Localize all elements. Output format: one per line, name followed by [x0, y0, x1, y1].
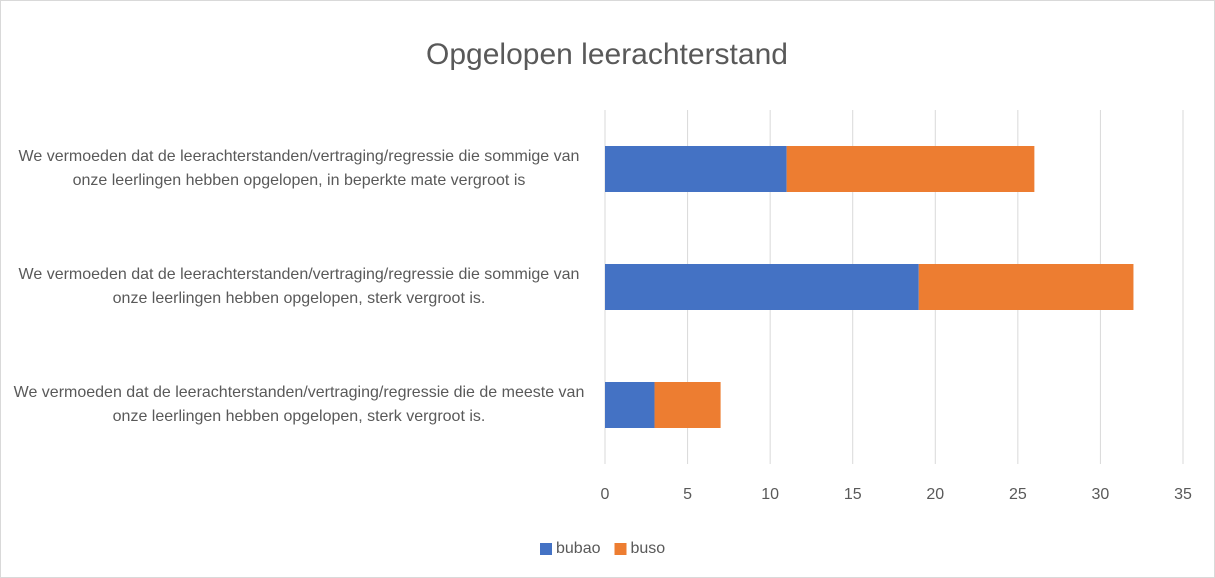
bar	[605, 146, 787, 192]
bar	[654, 382, 721, 428]
legend-swatch	[614, 543, 627, 555]
y-tick-label: We vermoeden dat de leerachterstanden/ve…	[18, 148, 580, 189]
bar	[605, 382, 655, 428]
x-tick-label: 0	[601, 486, 610, 503]
x-tick-label: 15	[844, 486, 862, 503]
y-tick-label: We vermoeden dat de leerachterstanden/ve…	[13, 384, 585, 425]
x-tick-label: 25	[1009, 486, 1027, 503]
x-tick-label: 30	[1092, 486, 1110, 503]
x-tick-label: 20	[926, 486, 944, 503]
x-tick-label: 35	[1174, 486, 1192, 503]
x-tick-label: 5	[683, 486, 692, 503]
legend-label: buso	[631, 540, 666, 557]
legend-label: bubao	[556, 540, 601, 557]
y-tick-label: We vermoeden dat de leerachterstanden/ve…	[18, 266, 580, 307]
chart-title: Opgelopen leerachterstand	[426, 38, 788, 71]
x-tick-label: 10	[761, 486, 779, 503]
legend-swatch	[540, 543, 552, 555]
bar	[605, 264, 919, 310]
bar	[786, 146, 1035, 192]
bar	[918, 264, 1134, 310]
